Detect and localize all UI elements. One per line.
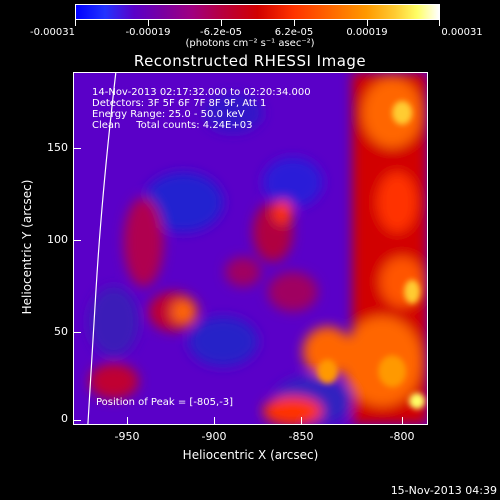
colorbar-tick — [294, 20, 295, 26]
colorbar-label: 0.00019 — [346, 27, 388, 38]
x-tick-label: -800 — [389, 430, 415, 443]
colorbar-tick — [367, 20, 368, 26]
y-tick-label: 150 — [47, 141, 68, 154]
colorbar-gradient — [75, 4, 440, 20]
colorbar-label: -6.2e-05 — [200, 27, 242, 38]
x-tick-label: -900 — [201, 430, 227, 443]
info-detectors: Detectors: 3F 5F 6F 7F 8F 9F, Att 1 — [92, 98, 267, 109]
x-tick-label: -850 — [288, 430, 314, 443]
info-energy-range: Energy Range: 25.0 - 50.0 keV — [92, 109, 245, 120]
solar-limb-line — [87, 73, 117, 424]
x-tickmark — [402, 417, 403, 425]
image-heatmap — [74, 73, 427, 424]
colorbar-tick — [148, 20, 149, 26]
colorbar-tick — [75, 20, 76, 26]
image-panel[interactable]: 14-Nov-2013 02:17:32.000 to 02:20:34.000… — [73, 72, 428, 425]
colorbar-label: -0.00019 — [125, 27, 171, 38]
y-tick-label: 100 — [47, 233, 68, 246]
colorbar — [75, 4, 440, 20]
info-time-range: 14-Nov-2013 02:17:32.000 to 02:20:34.000 — [92, 87, 311, 98]
x-tickmark — [127, 417, 128, 425]
y-tickmark — [73, 148, 81, 149]
y-axis-label: Heliocentric Y (arcsec) — [20, 179, 34, 315]
y-tickmark — [73, 332, 81, 333]
image-hotspots — [317, 100, 426, 410]
x-tickmark — [301, 417, 302, 425]
y-tickmark — [73, 240, 81, 241]
colorbar-label: 0.00031 — [441, 27, 483, 38]
x-axis-label: Heliocentric X (arcsec) — [182, 448, 319, 462]
y-tickmark — [73, 420, 81, 421]
colorbar-tick — [221, 20, 222, 26]
x-tickmark — [214, 417, 215, 425]
footer-timestamp: 15-Nov-2013 04:39 — [390, 484, 497, 497]
colorbar-label: 6.2e-05 — [274, 27, 314, 38]
x-tick-label: -950 — [114, 430, 140, 443]
colorbar-tick — [439, 20, 440, 26]
peak-position: Position of Peak = [-805,-3] — [96, 397, 234, 408]
y-tick-label: 50 — [54, 325, 68, 338]
plot-title: Reconstructed RHESSI Image — [133, 52, 367, 70]
info-clean-counts: Clean Total counts: 4.24E+03 — [92, 120, 253, 131]
colorbar-label: -0.00031 — [30, 27, 75, 38]
y-tick-label: 0 — [61, 412, 68, 425]
colorbar-units: (photons cm⁻² s⁻¹ asec⁻²) — [185, 38, 315, 49]
image-structures — [88, 73, 427, 424]
